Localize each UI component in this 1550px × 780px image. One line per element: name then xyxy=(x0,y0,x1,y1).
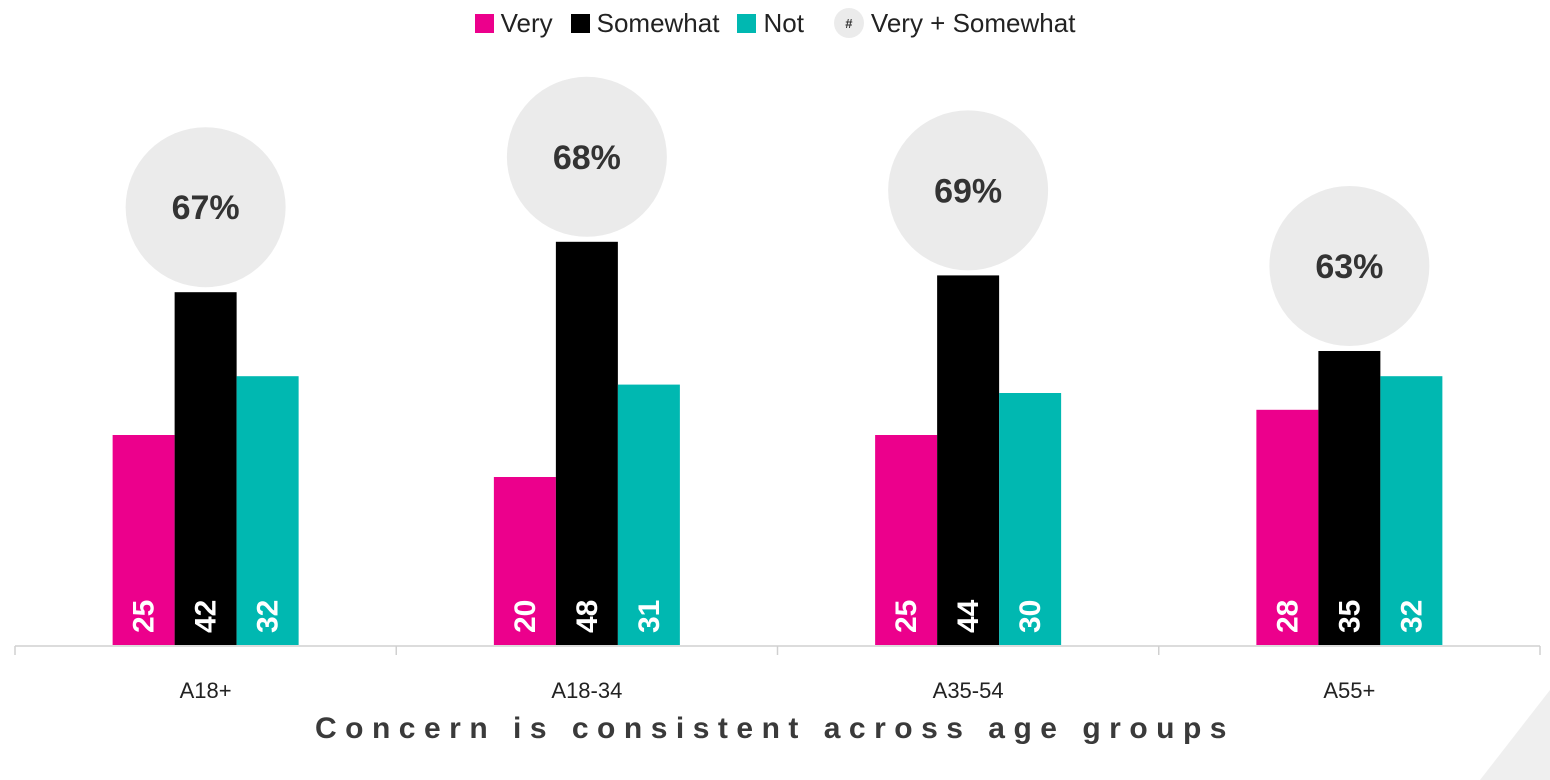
bar-very-a35-54 xyxy=(875,435,938,645)
total-label-a18+: 67% xyxy=(172,189,240,227)
data-label-not-a35-54: 30 xyxy=(1014,600,1047,633)
bar-somewhat-a35-54 xyxy=(937,275,1000,645)
category-label-a35-54: A35-54 xyxy=(933,678,1004,700)
total-label-a35-54: 69% xyxy=(934,172,1002,210)
data-label-very-a35-54: 25 xyxy=(890,600,923,633)
legend-label-somewhat: Somewhat xyxy=(596,7,720,38)
bar-not-a35-54 xyxy=(999,393,1062,645)
legend-item-not: Not xyxy=(737,7,804,39)
legend-label-total: Very + Somewhat xyxy=(870,7,1076,38)
chart-legend: Very Somewhat Not # Very + Somewhat xyxy=(0,5,1550,41)
legend-bubble-symbol: # xyxy=(833,8,864,38)
bar-somewhat-a18+ xyxy=(174,292,237,645)
category-label-a18-34: A18-34 xyxy=(551,678,622,700)
bar-very-a18-34 xyxy=(493,477,556,645)
legend-item-total: # Very + Somewhat xyxy=(833,7,1076,39)
bar-chart: 25 42 32 67% A18+ 20 48 31 68% A18-34 25 44 30 69% A35… xyxy=(14,76,1541,700)
bar-not-a18+ xyxy=(236,376,299,645)
data-label-somewhat-a55+: 35 xyxy=(1333,600,1366,633)
legend-item-very: Very xyxy=(474,7,553,39)
corner-decoration xyxy=(1480,690,1550,780)
legend-swatch-not xyxy=(737,13,757,33)
data-label-not-a18+: 32 xyxy=(252,600,285,633)
total-bubble-a18+ xyxy=(125,127,286,288)
bar-not-a18-34 xyxy=(617,384,680,645)
category-label-a55+: A55+ xyxy=(1323,678,1375,700)
category-label-a18+: A18+ xyxy=(180,678,232,700)
data-label-not-a55+: 32 xyxy=(1395,600,1428,633)
total-bubble-a18-34 xyxy=(506,76,667,237)
legend-swatch-somewhat xyxy=(570,13,590,33)
legend-label-not: Not xyxy=(763,7,804,38)
data-label-somewhat-a35-54: 44 xyxy=(952,599,985,633)
bar-somewhat-a18-34 xyxy=(555,241,618,646)
data-label-somewhat-a18-34: 48 xyxy=(571,600,604,633)
bar-very-a18+ xyxy=(112,435,175,645)
total-bubble-a55+ xyxy=(1269,186,1430,346)
legend-label-very: Very xyxy=(500,7,553,38)
data-label-not-a18-34: 31 xyxy=(633,600,666,633)
legend-item-somewhat: Somewhat xyxy=(570,7,720,39)
total-label-a55+: 63% xyxy=(1315,248,1383,286)
data-label-very-a55+: 28 xyxy=(1271,600,1304,633)
total-bubble-a35-54 xyxy=(888,110,1049,271)
legend-swatch-very xyxy=(474,13,494,33)
bar-very-a55+ xyxy=(1256,409,1319,645)
data-label-very-a18-34: 20 xyxy=(509,600,542,633)
data-label-somewhat-a18+: 42 xyxy=(190,600,223,633)
bar-not-a55+ xyxy=(1380,376,1443,645)
data-label-very-a18+: 25 xyxy=(128,600,161,633)
chart-subtitle: Concern is consistent across age groups xyxy=(314,712,1235,745)
bar-somewhat-a55+ xyxy=(1318,351,1381,645)
total-label-a18-34: 68% xyxy=(553,139,621,177)
